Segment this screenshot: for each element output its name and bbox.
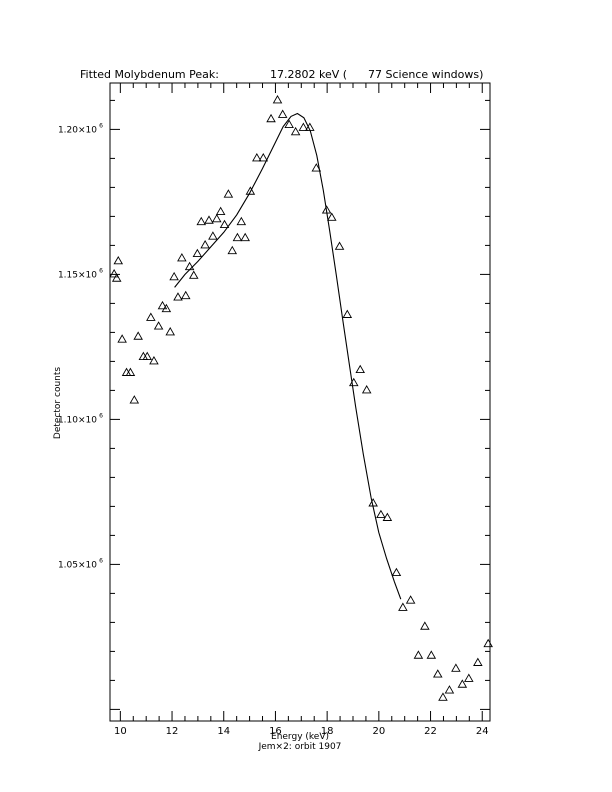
x-tick-label: 10 (114, 726, 127, 737)
data-point (426, 650, 437, 659)
data-point (113, 255, 124, 265)
data-point (180, 290, 191, 300)
x-tick-label: 18 (321, 726, 334, 737)
data-point (284, 119, 294, 129)
y-axis-label: Detector counts (53, 366, 63, 440)
y-tick-exponent: 6 (99, 267, 103, 274)
data-point (438, 692, 448, 701)
data-point (219, 219, 230, 229)
data-point (252, 152, 262, 162)
data-point (208, 231, 218, 240)
data-point (457, 679, 468, 688)
data-point (188, 270, 199, 279)
data-point (196, 216, 207, 226)
data-point (240, 232, 250, 242)
data-point (169, 271, 179, 281)
data-point (405, 595, 416, 604)
data-point (444, 685, 455, 694)
data-point (398, 602, 408, 611)
y-tick-label: 1.15×10 (58, 270, 97, 280)
data-point (266, 113, 276, 123)
data-point (311, 163, 322, 172)
chart-subtitle: Jem×2: orbit 1907 (258, 742, 342, 752)
data-point (413, 650, 424, 659)
data-point (161, 303, 172, 313)
x-tick-label: 20 (372, 726, 385, 737)
data-point (117, 334, 127, 343)
data-point (173, 292, 183, 301)
data-point (129, 395, 140, 404)
data-point (245, 186, 256, 195)
data-point (290, 126, 301, 136)
data-point (149, 355, 159, 365)
data-point (272, 94, 283, 104)
x-tick-label: 24 (476, 726, 489, 737)
x-tick-label: 14 (217, 726, 230, 737)
data-point (334, 241, 345, 250)
x-tick-label: 12 (166, 726, 179, 737)
chart-series (109, 94, 493, 701)
data-point (236, 216, 247, 226)
data-point (109, 268, 119, 278)
y-tick-exponent: 6 (99, 122, 103, 129)
data-point (111, 273, 122, 282)
data-point (232, 232, 243, 242)
y-tick-label: 1.10×10 (58, 415, 97, 425)
data-point (361, 384, 372, 394)
data-point (433, 669, 443, 678)
data-point (223, 189, 234, 198)
x-axis-label: Energy (keV) (271, 732, 329, 742)
data-point (153, 321, 164, 330)
chart-ticks (110, 83, 490, 721)
data-point (355, 364, 366, 374)
y-tick-label: 1.20×10 (58, 125, 97, 135)
data-point (200, 239, 210, 249)
plot-frame (109, 82, 491, 722)
data-point (215, 206, 226, 216)
data-point (157, 300, 168, 310)
data-point (165, 326, 176, 336)
x-tick-label: 16 (269, 726, 282, 737)
data-point (204, 215, 214, 224)
data-point (464, 673, 474, 682)
data-point (133, 331, 143, 340)
data-point (298, 122, 309, 131)
chart-title-left: Fitted Molybdenum Peak: (80, 68, 219, 81)
data-point (451, 663, 461, 672)
y-tick-label: 1.05×10 (58, 560, 97, 570)
chart-tick-labels: 10 12 14 16 18 20 22 241.05×10 61.10×10 61.15×10 6… (58, 122, 489, 737)
data-point (376, 509, 386, 519)
data-point (211, 213, 222, 223)
data-point (142, 351, 152, 360)
data-point (342, 309, 353, 318)
data-point (483, 638, 493, 648)
chart-axes (109, 82, 491, 722)
fit-curve (174, 112, 402, 600)
data-point (473, 657, 483, 666)
data-point (277, 109, 288, 118)
data-point (391, 567, 402, 577)
data-point (125, 367, 136, 376)
data-point (348, 377, 359, 387)
data-point (227, 245, 238, 255)
data-point (192, 248, 203, 258)
x-tick-label: 22 (424, 726, 437, 737)
data-point (327, 212, 337, 221)
y-tick-exponent: 6 (99, 412, 103, 419)
data-point (382, 512, 393, 521)
chart-title-right: 17.2802 keV ( 77 Science windows) (270, 68, 484, 81)
y-tick-exponent: 6 (99, 557, 103, 564)
data-point (177, 253, 187, 262)
data-point (258, 152, 269, 162)
data-point (420, 621, 430, 630)
data-point (146, 312, 156, 321)
